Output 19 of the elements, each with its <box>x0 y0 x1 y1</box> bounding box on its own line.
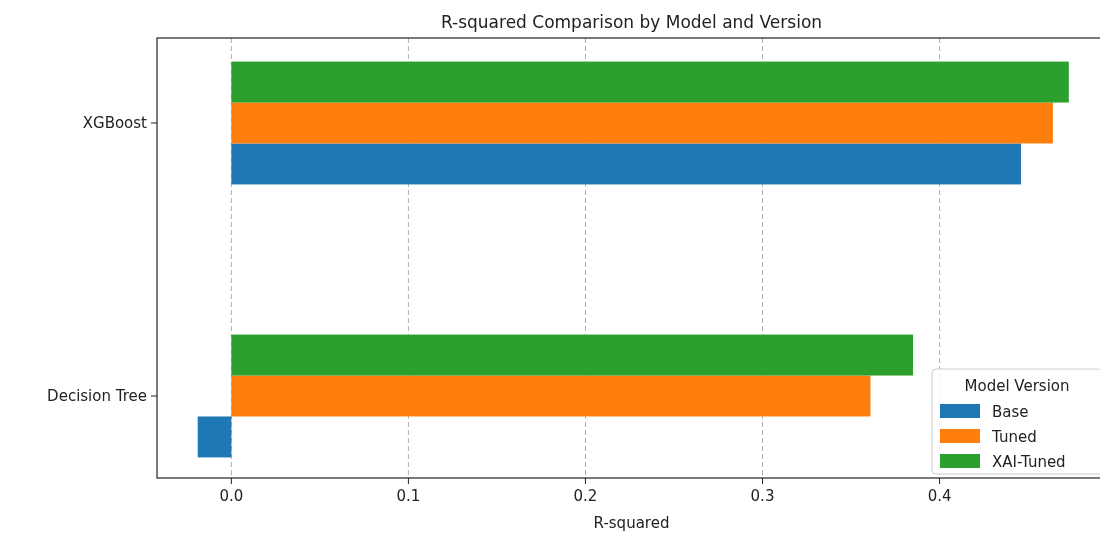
bar <box>231 375 871 417</box>
y-tick-label: XGBoost <box>82 114 148 133</box>
x-tick-label: 0.2 <box>573 487 598 505</box>
y-tick-label: Decision Tree <box>47 386 147 405</box>
bar <box>231 143 1022 185</box>
bar <box>231 334 914 376</box>
chart-title: R-squared Comparison by Model and Version <box>440 12 823 32</box>
x-tick-label: 0.0 <box>219 487 244 505</box>
bar <box>197 416 232 458</box>
bar <box>231 61 1069 103</box>
legend-label: Tuned <box>991 428 1037 446</box>
x-axis-title: R-squared <box>593 514 670 532</box>
legend-label: Base <box>992 403 1029 421</box>
bar <box>231 102 1053 144</box>
x-tick-label: 0.3 <box>750 487 775 505</box>
x-tick-label: 0.1 <box>396 487 421 505</box>
x-tick-label: 0.4 <box>927 487 952 505</box>
legend-title: Model Version <box>964 377 1070 395</box>
legend-label: XAI-Tuned <box>992 453 1066 471</box>
